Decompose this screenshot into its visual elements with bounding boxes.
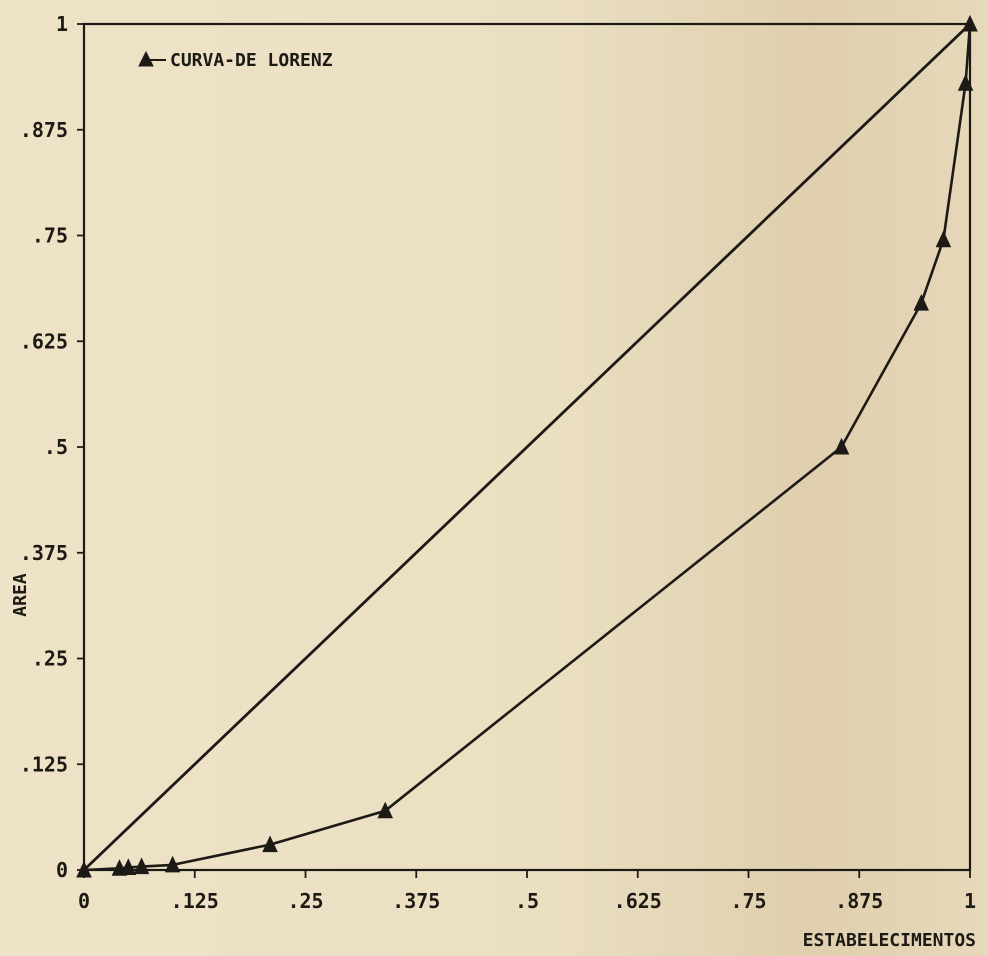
y-tick-label: .875: [20, 118, 68, 142]
y-tick-label: .25: [32, 647, 68, 671]
x-tick-label: .125: [171, 889, 219, 913]
x-tick-label: 1: [964, 889, 976, 913]
y-tick-label: .5: [44, 435, 68, 459]
y-tick-label: .375: [20, 541, 68, 565]
x-tick-label: .75: [730, 889, 766, 913]
x-tick-label: .375: [392, 889, 440, 913]
y-tick-label: .125: [20, 752, 68, 776]
y-tick-label: .625: [20, 329, 68, 353]
x-tick-label: .5: [515, 889, 539, 913]
text-layer: 0 .125 .25 .375 .5 .625 .75 .875 1 0 .125 .25 .375 .5…: [10, 12, 976, 951]
y-tick-label: 0: [56, 858, 68, 882]
legend-label: CURVA-DE LORENZ: [170, 50, 333, 71]
data-point-marker: [936, 232, 950, 247]
x-tick-label: .25: [287, 889, 323, 913]
x-tick-label: .625: [614, 889, 662, 913]
y-tick-label: 1: [56, 12, 68, 36]
data-point-marker: [378, 803, 392, 818]
lines-layer: [84, 24, 970, 870]
y-axis-title: AREA: [10, 573, 31, 617]
data-point-marker: [914, 295, 928, 310]
y-tick-label: .75: [32, 224, 68, 248]
data-point-marker: [835, 439, 849, 454]
x-tick-label: 0: [78, 889, 90, 913]
equality-line: [84, 24, 970, 870]
x-axis-title: ESTABELECIMENTOS: [803, 930, 976, 951]
x-tick-label: .875: [835, 889, 883, 913]
